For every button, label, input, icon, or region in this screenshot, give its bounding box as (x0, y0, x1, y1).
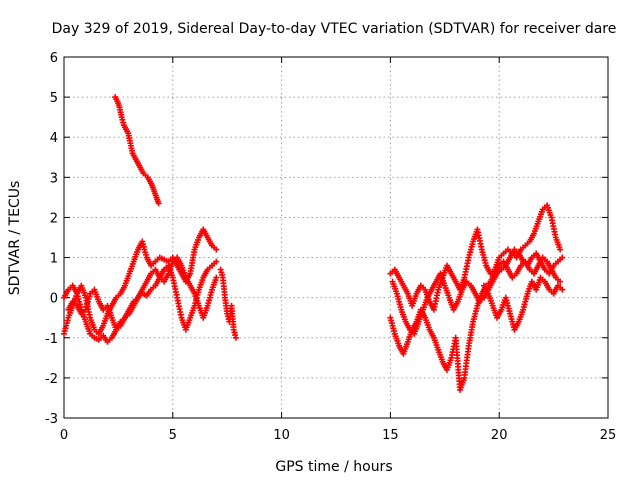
series-sat-e (217, 266, 239, 341)
x-tick-label: 5 (169, 428, 177, 443)
x-tick-label: 20 (491, 428, 508, 443)
series-sat-b (61, 226, 220, 337)
grid-layer (64, 57, 608, 418)
tick-layer: 0 5 10 15 20 25 -3 -2 -1 0 1 2 3 4 5 6 (45, 51, 616, 443)
series-sat-i (480, 274, 566, 333)
data-point (559, 286, 566, 293)
y-tick-label: 0 (50, 292, 58, 307)
y-tick-label: 3 (50, 171, 58, 186)
series-sat-f (387, 202, 564, 313)
y-tick-label: 4 (50, 131, 58, 146)
x-axis-label: GPS time / hours (275, 459, 392, 475)
series-sat-a (112, 94, 162, 207)
data-point (557, 246, 564, 253)
series-sat-g (387, 254, 564, 393)
x-tick-label: 25 (600, 428, 617, 443)
y-tick-label: 2 (50, 211, 58, 226)
data-point (232, 334, 239, 341)
x-tick-label: 10 (273, 428, 290, 443)
plot-frame (63, 56, 609, 419)
data-point (213, 246, 220, 253)
y-tick-label: 6 (50, 51, 58, 66)
data-point (213, 274, 220, 281)
x-tick-label: 15 (382, 428, 399, 443)
y-tick-label: -1 (45, 332, 58, 347)
series-sat-d (65, 258, 220, 333)
y-axis-label: SDTVAR / TECUs (7, 181, 23, 296)
y-tick-label: -2 (45, 372, 58, 387)
data-point (559, 254, 566, 261)
y-tick-label: 1 (50, 252, 58, 267)
data-marks (61, 94, 566, 393)
data-point (155, 200, 162, 207)
y-tick-label: 5 (50, 91, 58, 106)
data-point (557, 278, 564, 285)
chart-title: Day 329 of 2019, Sidereal Day-to-day VTE… (52, 21, 617, 37)
x-tick-label: 0 (60, 428, 68, 443)
y-tick-label: -3 (45, 412, 58, 427)
series-sat-c (61, 254, 220, 345)
data-point (213, 258, 220, 265)
